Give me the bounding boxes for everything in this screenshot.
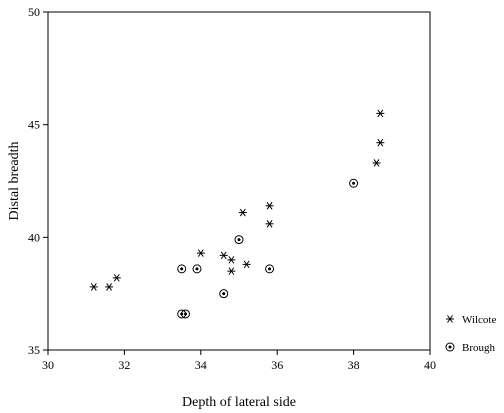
y-axis: 35 40 45 50 [28,5,48,357]
data-point-brough [349,178,359,188]
y-axis-title: Distal breadth [7,142,22,221]
data-point-wilcote [265,201,274,210]
data-point-wilcote [376,138,385,147]
data-points [89,109,385,319]
y-tick-label: 40 [28,230,40,244]
y-tick-label: 45 [28,118,40,132]
plot-frame [47,11,431,351]
data-point-wilcote [265,220,274,228]
data-point-wilcote [112,274,121,282]
legend-label-brough: Brough [462,342,496,354]
data-point-brough [219,289,229,299]
data-point-wilcote [219,251,228,260]
data-point-wilcote [376,109,385,118]
legend-marker-brough [445,342,455,352]
x-axis-title: Depth of lateral side [182,395,296,410]
data-point-brough [181,309,191,319]
y-tick-label: 50 [28,5,40,19]
data-point-brough [265,264,275,274]
data-point-wilcote [227,267,236,275]
data-point-wilcote [196,249,205,257]
data-point-brough [192,264,202,274]
legend: Wilcote Brough [445,314,496,354]
data-point-wilcote [372,159,381,167]
data-point-wilcote [89,283,98,291]
data-point-wilcote [227,256,236,264]
data-point-wilcote [238,208,247,217]
x-tick-label: 32 [118,358,130,372]
legend-label-wilcote: Wilcote [462,314,496,326]
x-tick-label: 38 [348,358,360,372]
data-point-brough [234,235,244,245]
y-tick-label: 35 [28,343,40,357]
legend-marker-wilcote [446,315,454,323]
x-tick-label: 36 [271,358,283,372]
data-point-wilcote [105,283,114,291]
x-tick-label: 34 [195,358,207,372]
data-point-wilcote [242,260,251,269]
data-point-brough [177,264,187,274]
x-tick-label: 40 [424,358,436,372]
x-tick-label: 30 [42,358,54,372]
x-axis: 30 32 34 36 38 40 [42,350,436,372]
